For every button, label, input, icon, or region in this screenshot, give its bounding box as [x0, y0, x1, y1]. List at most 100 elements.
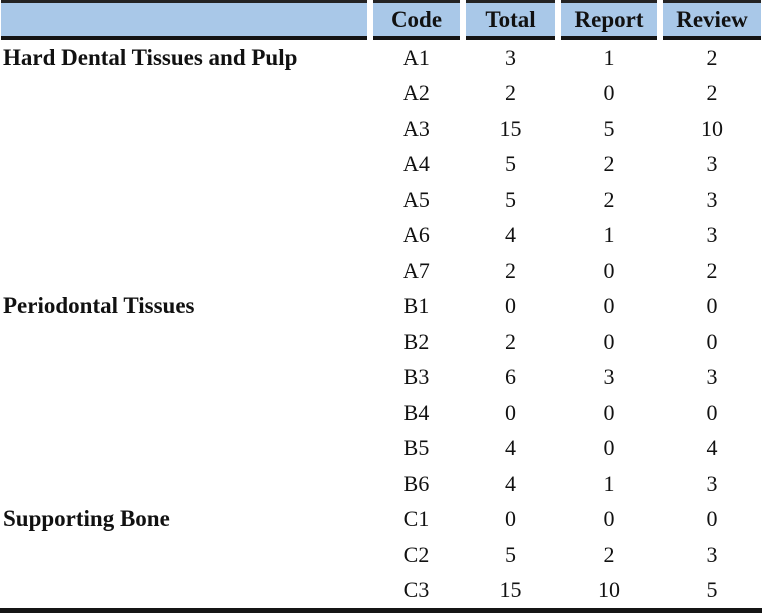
table-row: Periodontal Tissues B1 0 0 0 [1, 289, 761, 325]
total-cell: 4 [505, 222, 516, 248]
category-cell [1, 360, 367, 396]
code-cell: A1 [403, 44, 430, 70]
report-cell: 0 [603, 257, 615, 283]
review-cell: 10 [701, 115, 723, 141]
report-cell: 2 [603, 541, 615, 567]
total-cell: 5 [505, 541, 516, 567]
report-cell: 2 [603, 151, 615, 177]
review-cell: 0 [706, 293, 718, 319]
total-cell: 4 [505, 470, 516, 496]
table-row: A3 15 5 10 [1, 111, 761, 147]
total-cell: 4 [505, 435, 516, 461]
header-review-cell: Review [663, 0, 761, 40]
total-cell: 6 [505, 364, 516, 390]
header-code-cell: Code [373, 0, 460, 40]
review-cell: 2 [706, 257, 718, 283]
review-cell: 0 [706, 506, 718, 532]
report-cell: 0 [603, 80, 615, 106]
code-cell: A3 [403, 115, 430, 141]
review-cell: 0 [706, 328, 718, 354]
table-row: Supporting Bone C1 0 0 0 [1, 502, 761, 538]
category-cell [1, 147, 367, 183]
code-cell: B4 [403, 399, 430, 425]
report-cell: 0 [603, 435, 615, 461]
table-row: C3 15 10 5 [1, 573, 761, 609]
category-cell [1, 466, 367, 502]
table-row: B5 4 0 4 [1, 431, 761, 467]
code-cell: A4 [403, 151, 430, 177]
category-cell [1, 537, 367, 573]
code-cell: A5 [403, 186, 430, 212]
total-cell: 0 [505, 506, 516, 532]
header-category-cell [1, 0, 367, 40]
table-row: C2 5 2 3 [1, 537, 761, 573]
category-cell [1, 573, 367, 609]
category-cell: Supporting Bone [3, 506, 170, 532]
code-cell: C3 [403, 577, 430, 603]
review-cell: 3 [706, 364, 718, 390]
review-cell: 3 [706, 222, 718, 248]
code-cell: B1 [403, 293, 430, 319]
code-cell: B3 [403, 364, 430, 390]
report-cell: 0 [603, 399, 615, 425]
total-cell: 15 [499, 115, 522, 141]
category-cell: Hard Dental Tissues and Pulp [3, 44, 298, 70]
total-cell: 15 [499, 577, 522, 603]
table-row: A4 5 2 3 [1, 147, 761, 183]
table-row: B3 6 3 3 [1, 360, 761, 396]
report-cell: 2 [603, 186, 615, 212]
review-cell: 0 [706, 399, 718, 425]
category-cell [1, 253, 367, 289]
code-cell: B2 [403, 328, 430, 354]
code-cell: A2 [403, 80, 430, 106]
header-report-cell: Report [561, 0, 657, 40]
code-cell: A7 [403, 257, 430, 283]
code-cell: A6 [403, 222, 430, 248]
report-cell: 1 [603, 470, 615, 496]
table-row: B2 2 0 0 [1, 324, 761, 360]
header-total-cell: Total [466, 0, 555, 40]
code-cell: B5 [403, 435, 430, 461]
table-row: B6 4 1 3 [1, 466, 761, 502]
code-cell: B6 [403, 470, 430, 496]
total-cell: 5 [505, 186, 516, 212]
review-cell: 2 [706, 80, 718, 106]
table-row: B4 0 0 0 [1, 395, 761, 431]
report-cell: 3 [603, 364, 615, 390]
review-cell: 3 [706, 186, 718, 212]
total-cell: 0 [505, 293, 516, 319]
total-cell: 2 [505, 257, 516, 283]
table-body: Hard Dental Tissues and Pulp A1 3 1 2 A2 2 0 2 A3… [1, 40, 761, 608]
report-cell: 10 [598, 577, 620, 603]
review-cell: 3 [706, 151, 718, 177]
table-row: A6 4 1 3 [1, 218, 761, 254]
report-cell: 0 [603, 293, 615, 319]
review-cell: 4 [706, 435, 718, 461]
report-cell: 0 [603, 328, 615, 354]
total-cell: 5 [505, 151, 516, 177]
report-cell: 0 [603, 506, 615, 532]
total-cell: 2 [505, 80, 516, 106]
table-row: A5 5 2 3 [1, 182, 761, 218]
review-cell: 3 [706, 541, 718, 567]
category-cell [1, 76, 367, 112]
code-cell: C2 [403, 541, 430, 567]
code-cell: C1 [403, 506, 430, 532]
review-cell: 2 [706, 44, 718, 70]
table-row: Hard Dental Tissues and Pulp A1 3 1 2 [1, 40, 761, 76]
category-cell [1, 431, 367, 467]
category-cell [1, 182, 367, 218]
table-row: A7 2 0 2 [1, 253, 761, 289]
report-cell: 5 [603, 115, 615, 141]
header-row: Code Total Report Review [1, 0, 761, 40]
review-cell: 3 [706, 470, 718, 496]
total-cell: 0 [505, 399, 516, 425]
report-cell: 1 [603, 222, 615, 248]
total-cell: 2 [505, 328, 516, 354]
category-cell [1, 395, 367, 431]
total-cell: 3 [505, 44, 516, 70]
review-cell: 5 [706, 577, 718, 603]
category-cell [1, 111, 367, 147]
